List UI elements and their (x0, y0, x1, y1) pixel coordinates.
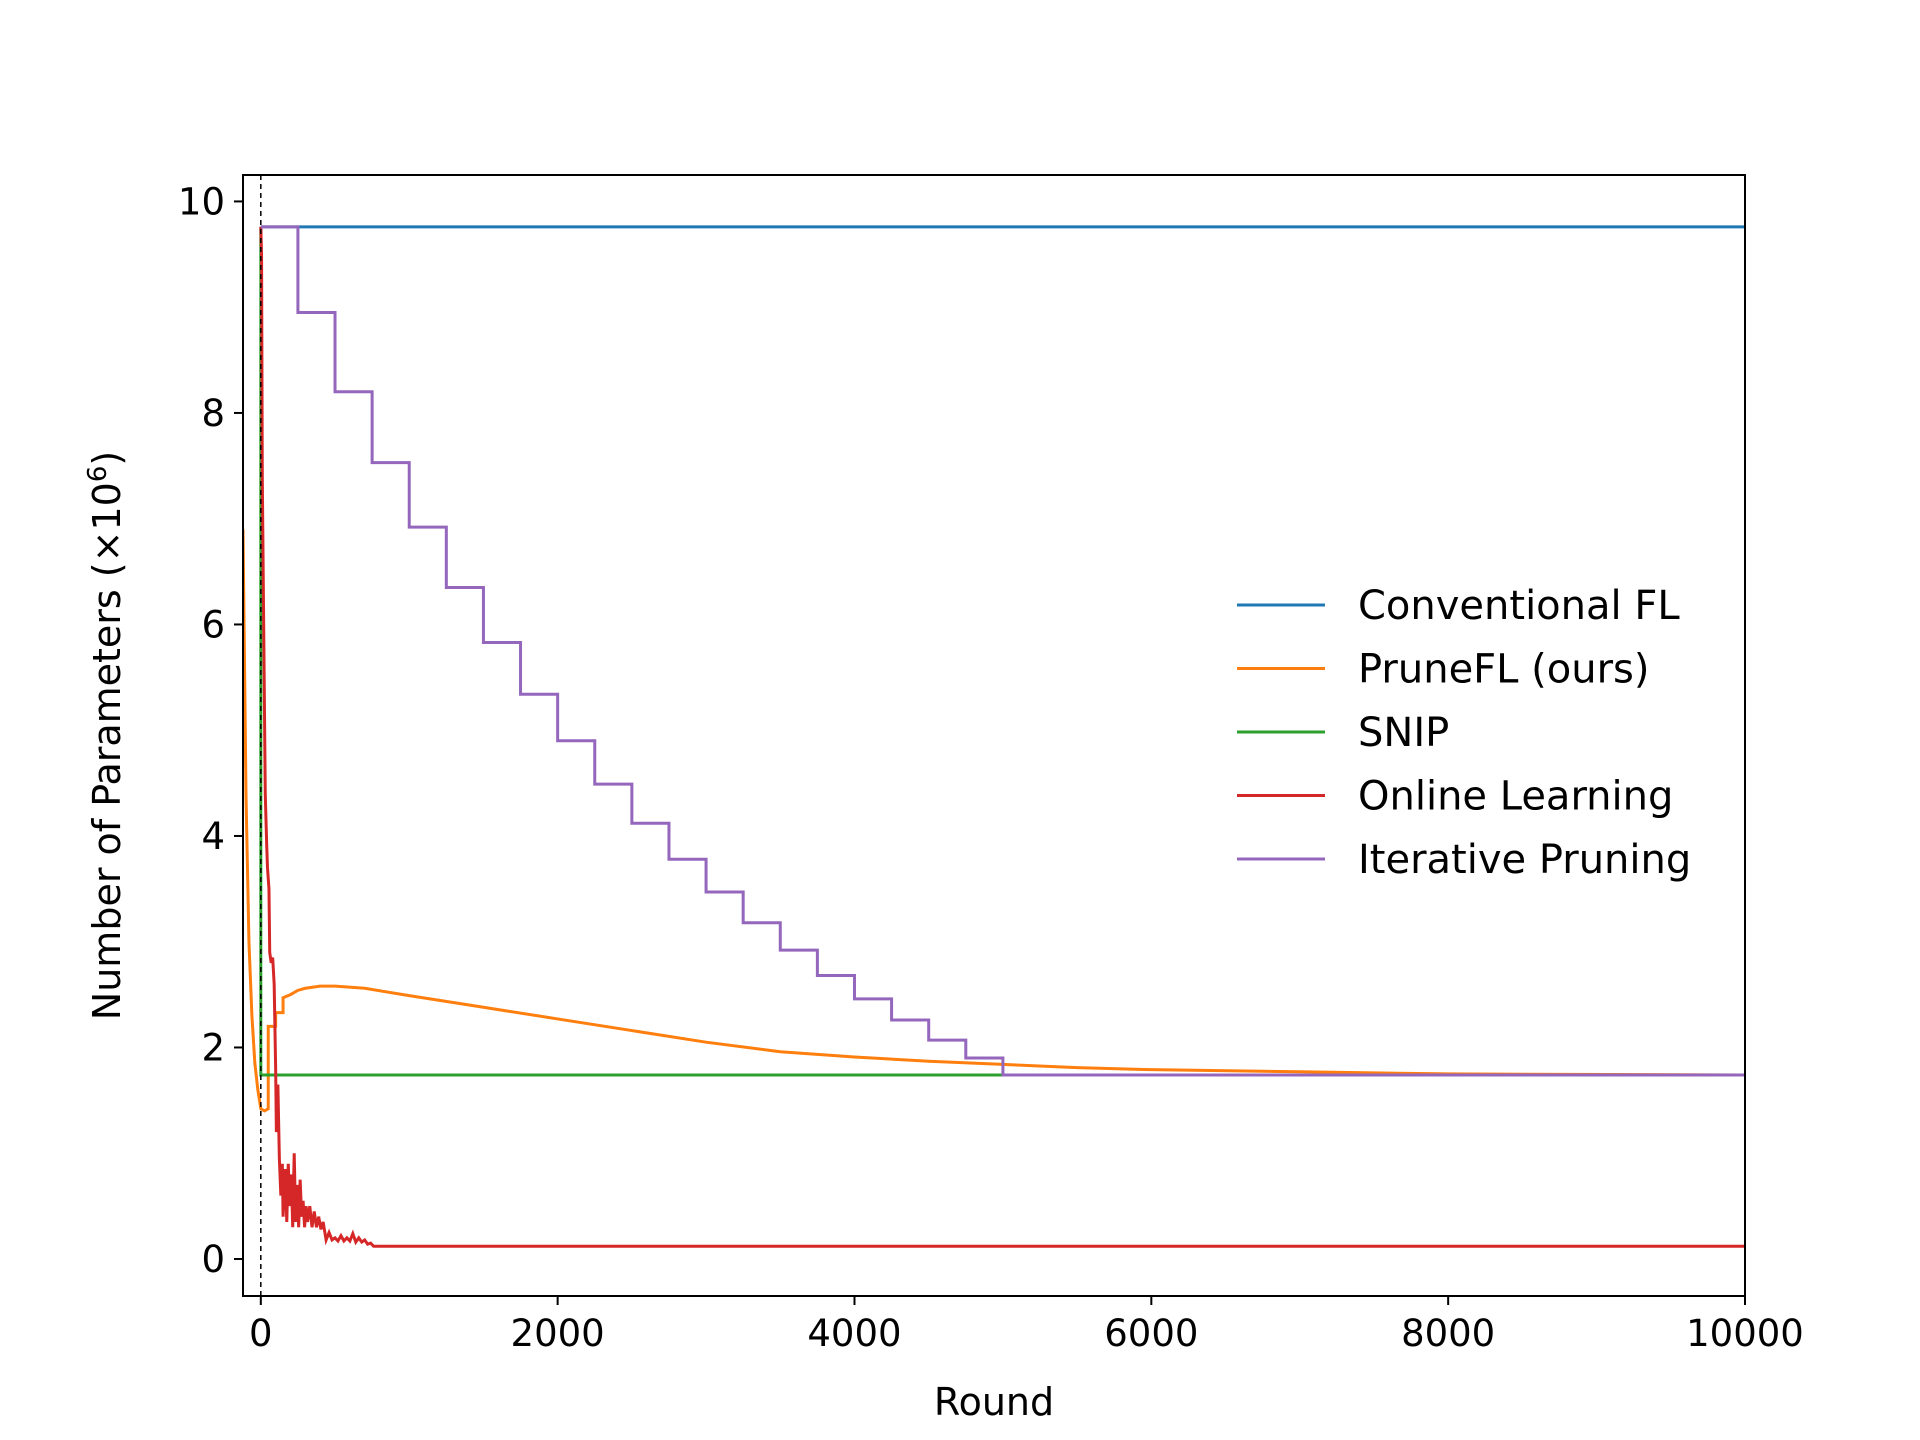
series-layer (243, 225, 1745, 1248)
y-tick-label: 0 (201, 1238, 225, 1281)
plot-frame (242, 174, 1746, 1297)
y-axis-label-text: Number of Parameters (×10 (85, 482, 129, 1020)
x-axis-ticks: 0 2000 4000 6000 8000 10000 (249, 1296, 1804, 1355)
x-tick-label: 0 (249, 1312, 273, 1355)
legend-label-snip: SNIP (1358, 710, 1449, 756)
series-line-prunefl-ours (243, 529, 1745, 1113)
x-tick-label: 6000 (1104, 1312, 1198, 1355)
x-tick-label: 8000 (1401, 1312, 1495, 1355)
y-axis-label: Number of Parameters (×106) (83, 451, 129, 1020)
y-tick-label: 6 (201, 603, 225, 646)
legend-label-conventional-fl: Conventional FL (1358, 583, 1680, 629)
y-tick-label: 2 (201, 1026, 225, 1069)
x-tick-label: 2000 (511, 1312, 605, 1355)
y-axis-label-exponent: 6 (83, 466, 113, 483)
y-tick-label: 8 (201, 392, 225, 435)
y-tick-label: 10 (178, 180, 225, 223)
y-axis-ticks: 0 2 4 6 8 10 (178, 180, 243, 1281)
x-tick-label: 4000 (807, 1312, 901, 1355)
y-axis-label-suffix: ) (85, 451, 129, 466)
x-tick-label: 10000 (1686, 1312, 1804, 1355)
legend-label-online-learning: Online Learning (1358, 774, 1673, 820)
legend-label-iterative-pruning: Iterative Pruning (1358, 837, 1691, 883)
series-line-iterative-pruning (260, 225, 1745, 1077)
legend-label-prunefl-ours: PruneFL (ours) (1358, 647, 1650, 693)
y-tick-label: 4 (201, 815, 225, 858)
legend: Conventional FL PruneFL (ours) SNIP Online … (1237, 583, 1691, 883)
series-line-online-learning (259, 226, 1745, 1248)
x-axis-label: Round (934, 1380, 1054, 1424)
